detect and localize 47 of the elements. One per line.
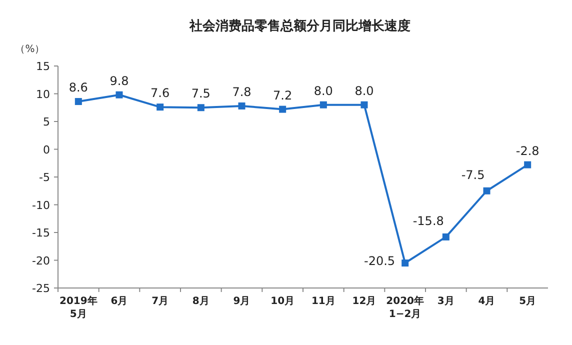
data-label: -7.5 xyxy=(461,168,485,182)
x-tick-label: 6月 xyxy=(110,296,128,307)
data-label: 8.0 xyxy=(354,84,374,98)
y-tick-label: -5 xyxy=(39,171,50,184)
y-tick-label: -25 xyxy=(32,282,50,295)
x-tick-label: 12月 xyxy=(352,296,376,307)
point xyxy=(320,101,327,108)
data-label: 7.2 xyxy=(273,88,292,102)
point xyxy=(402,260,409,267)
point xyxy=(238,102,246,110)
x-tick-label: 5月 xyxy=(519,296,536,307)
point xyxy=(74,98,82,106)
data-label: 7.5 xyxy=(191,86,210,101)
x-tick-label: 2020年 1−2月 xyxy=(386,295,424,320)
y-tick-label: -15 xyxy=(32,226,50,240)
x-tick-label: 2019年 5月 xyxy=(59,295,98,320)
point xyxy=(279,106,286,113)
y-tick-label: 10 xyxy=(36,88,50,101)
y-axis-title: （%） xyxy=(15,44,45,55)
point xyxy=(156,104,164,111)
data-label: 7.8 xyxy=(232,84,252,99)
y-tick-label: 5 xyxy=(43,116,50,128)
chart-title: 社会消费品零售总额分月同比增长速度 xyxy=(188,18,410,34)
y-tick-label: 15 xyxy=(36,60,50,73)
point xyxy=(360,101,368,108)
point xyxy=(197,104,204,112)
data-label: 7.6 xyxy=(150,86,170,100)
x-tick-label: 3月 xyxy=(437,296,454,307)
data-label: -15.8 xyxy=(412,214,444,228)
y-tick-label: -20 xyxy=(32,254,50,268)
y-tick-label: -10 xyxy=(32,198,50,212)
point xyxy=(116,91,123,98)
point xyxy=(442,233,450,240)
x-tick-label: 7月 xyxy=(152,296,169,307)
data-label: 8.0 xyxy=(314,84,333,98)
data-label: -2.8 xyxy=(516,144,540,158)
point xyxy=(483,187,490,194)
data-label: 8.6 xyxy=(68,80,88,95)
point xyxy=(524,161,532,168)
data-label: 9.8 xyxy=(110,74,129,88)
y-tick-label: 0 xyxy=(43,143,50,156)
x-tick-label: 8月 xyxy=(192,296,210,307)
x-tick-label: 11月 xyxy=(311,296,336,307)
x-tick-label: 9月 xyxy=(233,296,250,307)
x-tick-label: 10月 xyxy=(270,296,295,307)
x-tick-label: 4月 xyxy=(478,296,496,307)
data-label: -20.5 xyxy=(364,254,396,268)
